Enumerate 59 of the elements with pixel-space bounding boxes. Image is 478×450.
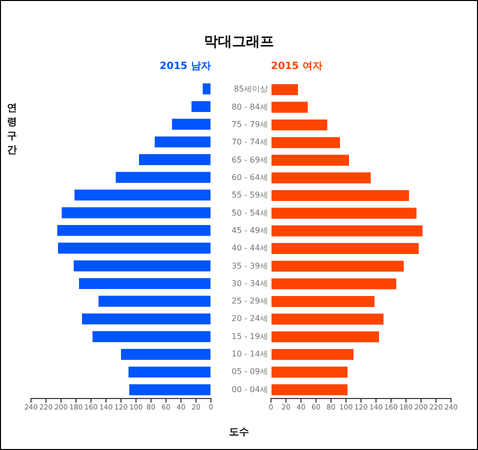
bar [202,83,210,94]
bar [74,190,210,201]
bar [272,190,409,202]
y-tick-label: 20 - 24세 [232,314,268,324]
y-axis-title: 연령구간 [6,102,18,157]
text: 막대그래프 [203,33,275,51]
bar [58,242,210,254]
y-tick-label: 60 - 64세 [232,172,268,182]
bar [74,260,210,272]
y-tick-label: 35 - 39세 [232,261,268,270]
bar [79,278,210,290]
y-tick-label: 80 - 84세 [232,102,268,112]
bar [92,331,210,342]
bar [272,243,419,254]
bar [98,296,210,307]
bar [172,118,210,130]
y-tick-label: 55 - 59세 [232,190,268,200]
bar [129,384,210,396]
bar [272,172,371,184]
series-label: 2015 여자 [271,60,322,73]
bar [272,225,422,236]
y-tick-label: 70 - 74세 [232,138,268,147]
y-tick-label: 30 - 34세 [232,278,268,288]
y-tick-label: 00 - 04세 [232,384,268,394]
bar [272,366,348,378]
bar [272,84,298,96]
bar [272,154,349,166]
y-tick-label: 45 - 49세 [232,226,268,235]
bar [272,331,379,342]
series-label: 2015 남자 [160,60,211,73]
y-tick-label: 15 - 19세 [232,332,268,341]
y-tick-label: 10 - 14세 [232,350,268,359]
bar [154,136,210,148]
bar [192,101,210,112]
bar [116,172,210,183]
bar [121,348,210,360]
bar [139,154,210,166]
bar [272,208,416,219]
y-tick-label: 85세이상 [234,84,268,94]
x-axis-title: 도수 [228,426,250,439]
bar [128,366,210,378]
bar [62,207,210,218]
y-tick-label: 25 - 29세 [232,296,268,306]
y-tick-label: 40 - 44세 [232,244,268,253]
bar [272,260,404,272]
y-tick-label: 50 - 54세 [232,208,268,218]
y-tick-label: 05 - 09세 [232,367,268,376]
bar [272,348,354,360]
bar [272,137,340,148]
bar [272,102,308,113]
bar [57,224,210,236]
bar [272,384,348,396]
bar [272,314,384,325]
bar [272,119,328,130]
y-tick-label: 75 - 79세 [232,120,268,130]
bar [272,278,396,290]
bar [272,296,374,307]
bar [82,313,210,324]
y-tick-label: 65 - 69세 [232,155,268,164]
